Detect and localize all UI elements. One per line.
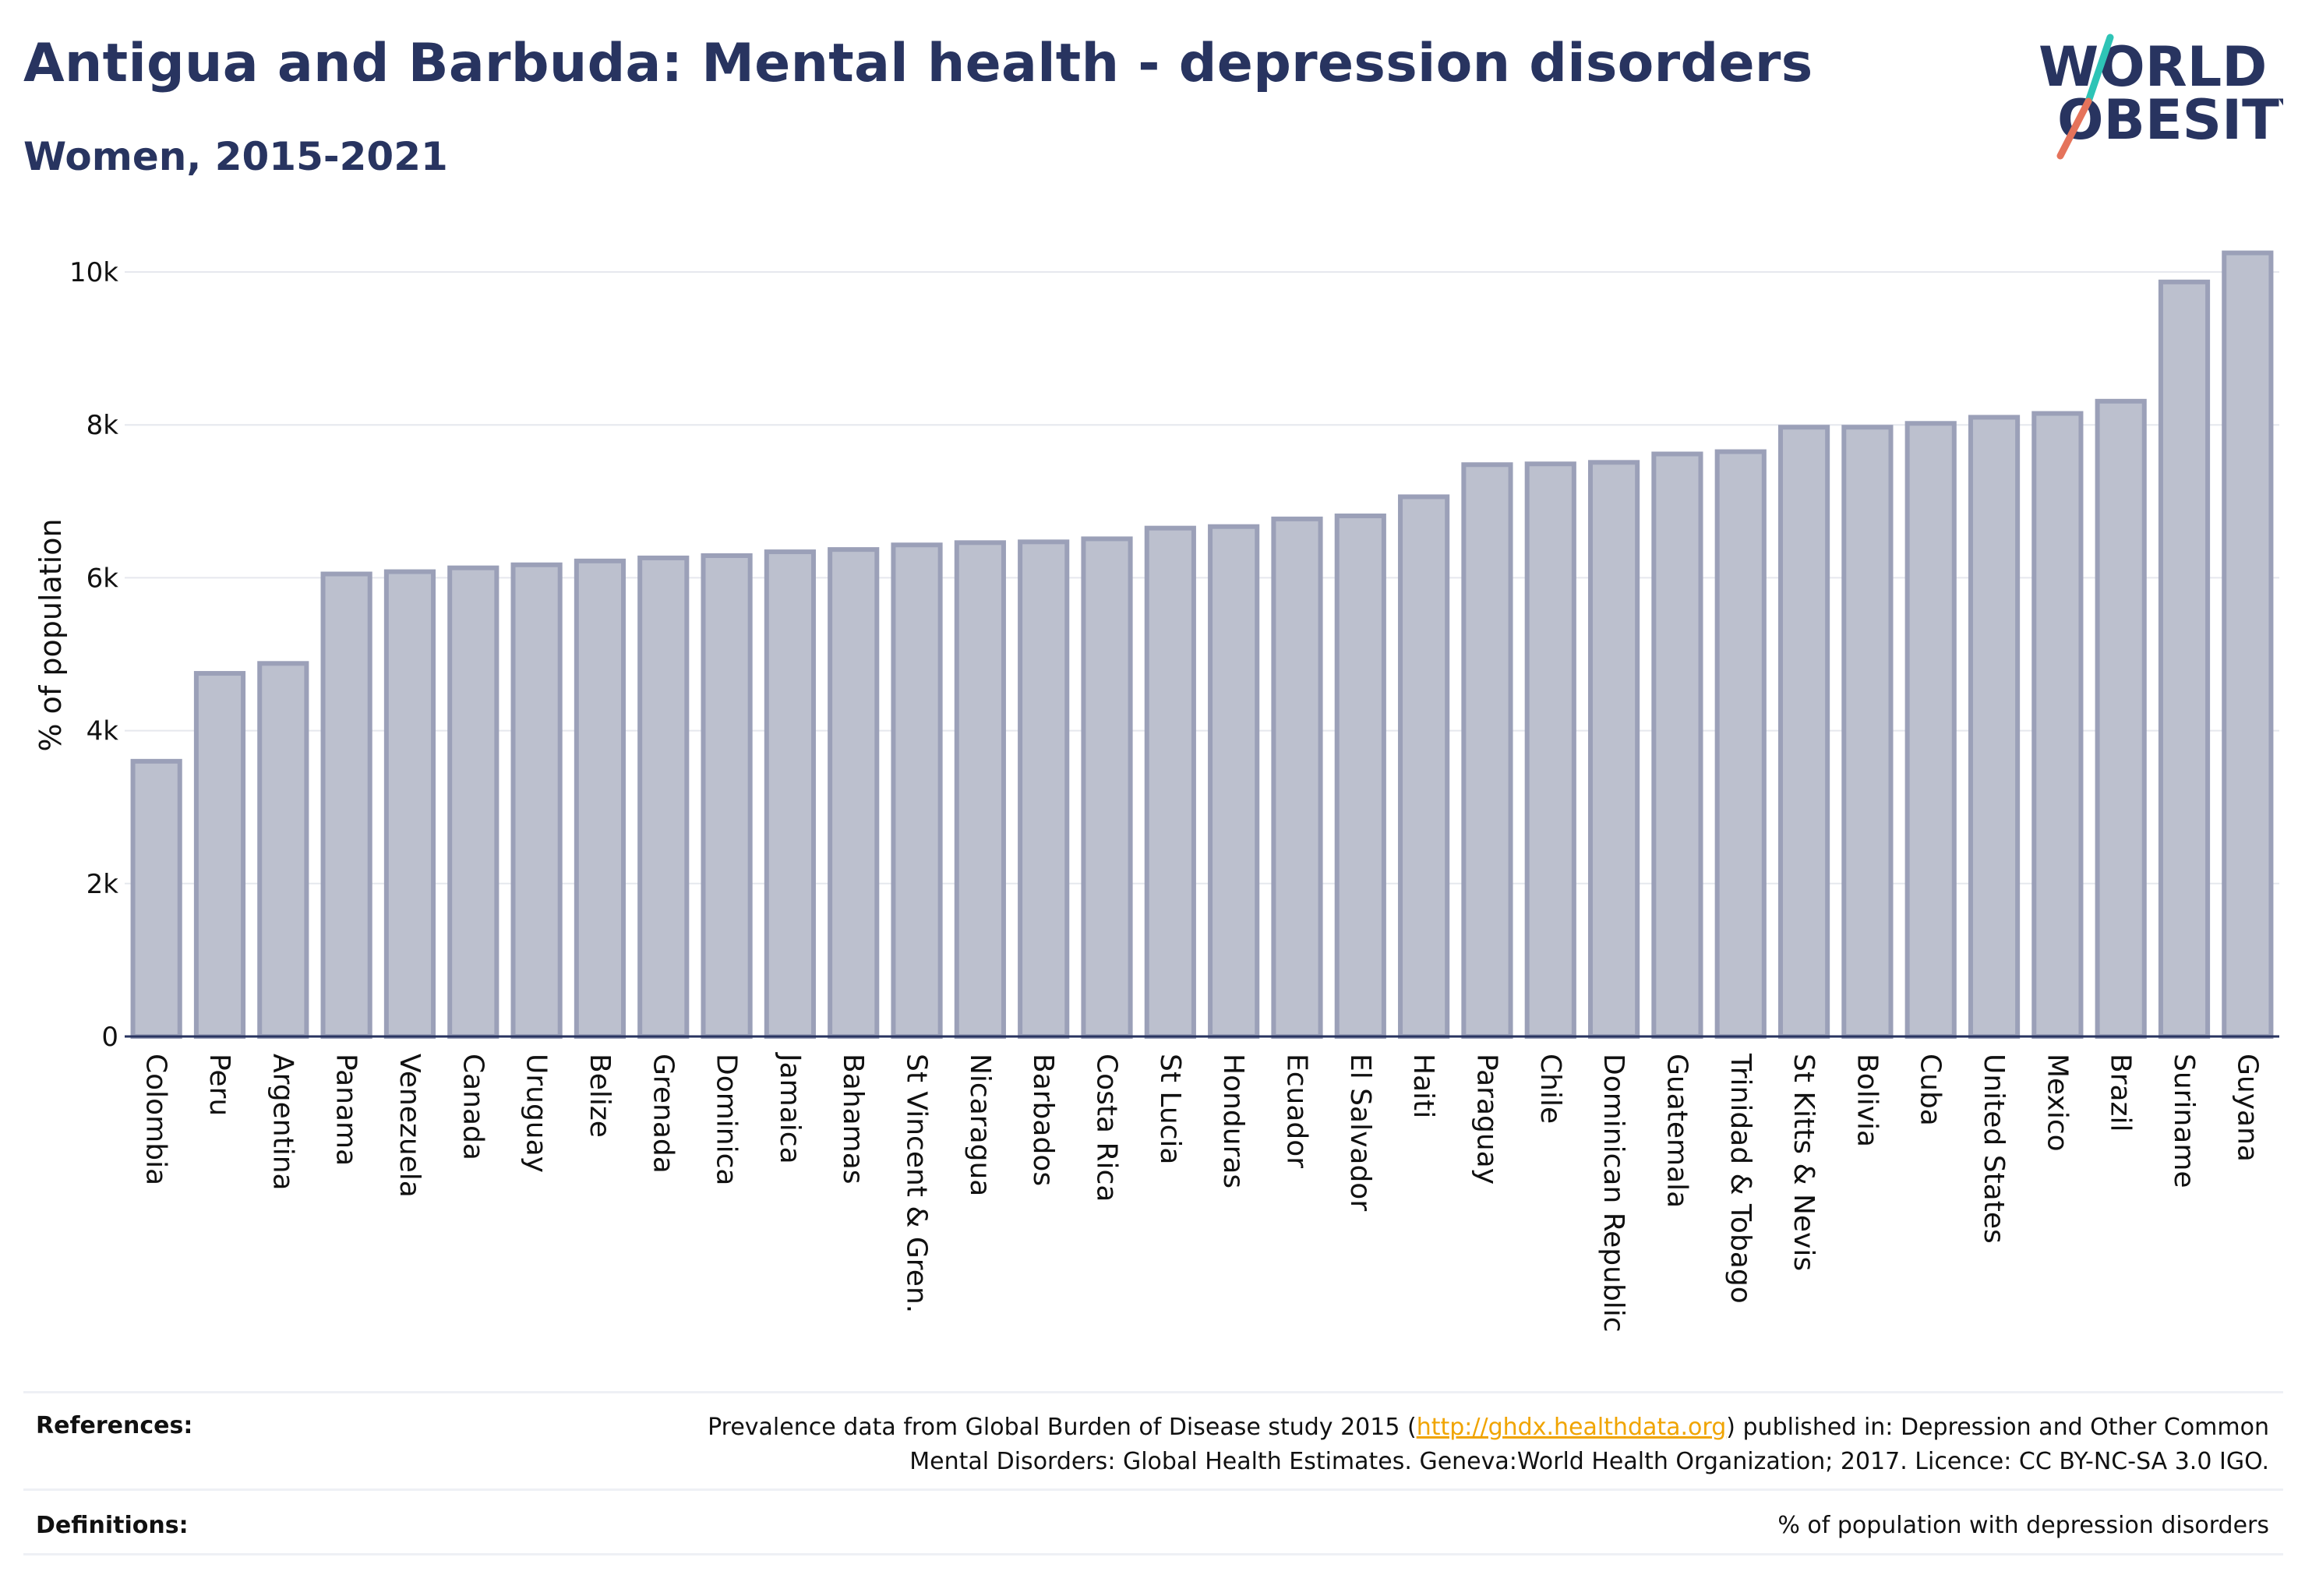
definitions-label: Definitions: <box>36 1512 189 1539</box>
x-tick-label: St Vincent & Gren. <box>901 1054 933 1313</box>
x-axis-ticks: Colombia Peru Argentina Panama Venezuela Cana… <box>140 1052 2264 1333</box>
bar-peru[interactable] <box>193 671 246 1039</box>
references-text-start: Prevalence data from Global Burden of Di… <box>708 1414 1417 1441</box>
bar-dominican-republic[interactable] <box>1588 460 1640 1039</box>
logo-slash-top <box>2084 34 2114 105</box>
bar-bahamas[interactable] <box>828 547 880 1039</box>
bar-grenada[interactable] <box>637 555 690 1039</box>
x-tick-label: Paraguay <box>1470 1054 1502 1185</box>
y-tick-label: 10k <box>69 257 118 288</box>
references-link[interactable]: http://ghdx.healthdata.org <box>1416 1414 1727 1441</box>
bar-jamaica[interactable] <box>764 549 816 1039</box>
x-tick-label: Guyana <box>2231 1054 2263 1162</box>
x-tick-label: Jamaica <box>774 1052 806 1164</box>
y-tick-label: 8k <box>86 410 119 441</box>
bar-dominica[interactable] <box>701 553 753 1039</box>
y-axis-label: % of population <box>34 518 68 751</box>
y-tick-label: 4k <box>86 716 119 747</box>
x-tick-label: Trinidad & Tobago <box>1724 1053 1756 1304</box>
logo-line-1: WORLD <box>2038 35 2267 99</box>
logo-slash-bottom <box>2056 97 2092 160</box>
x-tick-label: Grenada <box>647 1054 679 1174</box>
x-tick-label: Dominica <box>711 1054 743 1186</box>
footer-divider-middle <box>23 1488 2283 1491</box>
bar-mexico[interactable] <box>2031 411 2084 1039</box>
bar-united-states[interactable] <box>1968 415 2021 1039</box>
bar-belize[interactable] <box>574 558 627 1039</box>
bar-guatemala[interactable] <box>1651 451 1703 1039</box>
x-tick-label: Venezuela <box>394 1054 425 1198</box>
bar-haiti[interactable] <box>1398 494 1450 1039</box>
x-tick-label: Bolivia <box>1851 1054 1883 1147</box>
bar-bolivia[interactable] <box>1841 425 1894 1039</box>
x-tick-label: Colombia <box>140 1054 172 1185</box>
bar-uruguay[interactable] <box>510 562 563 1039</box>
x-tick-label: Suriname <box>2168 1054 2200 1188</box>
bar-brazil[interactable] <box>2095 398 2147 1039</box>
x-tick-label: St Kitts & Nevis <box>1788 1054 1820 1271</box>
x-tick-label: Panama <box>330 1054 362 1166</box>
y-tick-label: 0 <box>101 1022 118 1053</box>
x-tick-label: Argentina <box>267 1054 298 1191</box>
bar-guyana[interactable] <box>2222 250 2274 1039</box>
definitions-text: % of population with depression disorder… <box>1777 1512 2269 1539</box>
bar-trinidad-tobago[interactable] <box>1714 449 1767 1039</box>
y-tick-label: 2k <box>86 869 119 900</box>
x-tick-label: Honduras <box>1217 1054 1249 1188</box>
x-tick-label: El Salvador <box>1344 1054 1376 1211</box>
bar-canada[interactable] <box>447 565 499 1039</box>
references-text-line2: Mental Disorders: Global Health Estimate… <box>909 1448 2269 1475</box>
bar-panama[interactable] <box>320 571 372 1039</box>
bar-colombia[interactable] <box>130 758 182 1039</box>
world-obesity-logo: WORLD OBESITY <box>2038 34 2283 160</box>
bar-costa-rica[interactable] <box>1081 536 1133 1039</box>
x-tick-label: Uruguay <box>521 1054 552 1173</box>
x-tick-label: Brazil <box>2105 1054 2137 1132</box>
bar-ecuador[interactable] <box>1271 516 1323 1039</box>
bar-st-lucia[interactable] <box>1144 525 1196 1039</box>
y-tick-label: 6k <box>86 563 119 594</box>
references-text: Prevalence data from Global Burden of Di… <box>633 1411 2269 1479</box>
page-subtitle: Women, 2015-2021 <box>23 134 448 179</box>
bar-st-kitts-nevis[interactable] <box>1777 425 1830 1039</box>
x-tick-label: Barbados <box>1027 1054 1059 1186</box>
footer-divider-top <box>23 1391 2283 1393</box>
x-tick-label: Mexico <box>2041 1054 2073 1152</box>
page-title: Antigua and Barbuda: Mental health - dep… <box>23 33 1813 94</box>
x-tick-label: Haiti <box>1407 1054 1439 1118</box>
bar-barbados[interactable] <box>1018 539 1070 1039</box>
x-tick-label: Chile <box>1534 1054 1566 1124</box>
x-tick-label: Costa Rica <box>1091 1054 1123 1202</box>
references-text-line1-end: ) published in: Depression and Other Com… <box>1726 1414 2269 1441</box>
bar-cuba[interactable] <box>1904 421 1957 1039</box>
logo-line-2: OBESITY <box>2057 88 2283 152</box>
x-tick-label: United States <box>1978 1054 2010 1244</box>
x-tick-label: Canada <box>457 1054 489 1160</box>
bar-st-vincent-gren-[interactable] <box>891 542 943 1039</box>
bar-honduras[interactable] <box>1208 524 1260 1039</box>
x-tick-label: St Lucia <box>1154 1054 1186 1165</box>
bar-nicaragua[interactable] <box>954 540 1006 1039</box>
footer-divider-bottom <box>23 1553 2283 1555</box>
bar-chile[interactable] <box>1524 461 1576 1039</box>
bar-venezuela[interactable] <box>383 569 436 1039</box>
x-tick-label: Peru <box>203 1054 235 1116</box>
bar-argentina[interactable] <box>257 661 309 1039</box>
x-tick-label: Bahamas <box>837 1054 869 1185</box>
bar-el-salvador[interactable] <box>1334 513 1386 1039</box>
chart-bars <box>130 250 2274 1039</box>
bar-chart: 0 2k 4k 6k 8k 10k Colombia Peru Argentina Panama… <box>34 250 2279 1333</box>
bar-paraguay[interactable] <box>1461 462 1513 1039</box>
bar-suriname[interactable] <box>2158 279 2211 1039</box>
references-label: References: <box>36 1412 193 1439</box>
x-tick-label: Belize <box>584 1054 616 1138</box>
x-tick-label: Cuba <box>1915 1054 1947 1126</box>
x-tick-label: Nicaragua <box>964 1054 996 1196</box>
x-tick-label: Ecuador <box>1280 1054 1312 1168</box>
x-tick-label: Guatemala <box>1661 1054 1693 1208</box>
y-axis-ticks: 0 2k 4k 6k 8k 10k <box>69 257 118 1053</box>
x-tick-label: Dominican Republic <box>1597 1054 1629 1333</box>
